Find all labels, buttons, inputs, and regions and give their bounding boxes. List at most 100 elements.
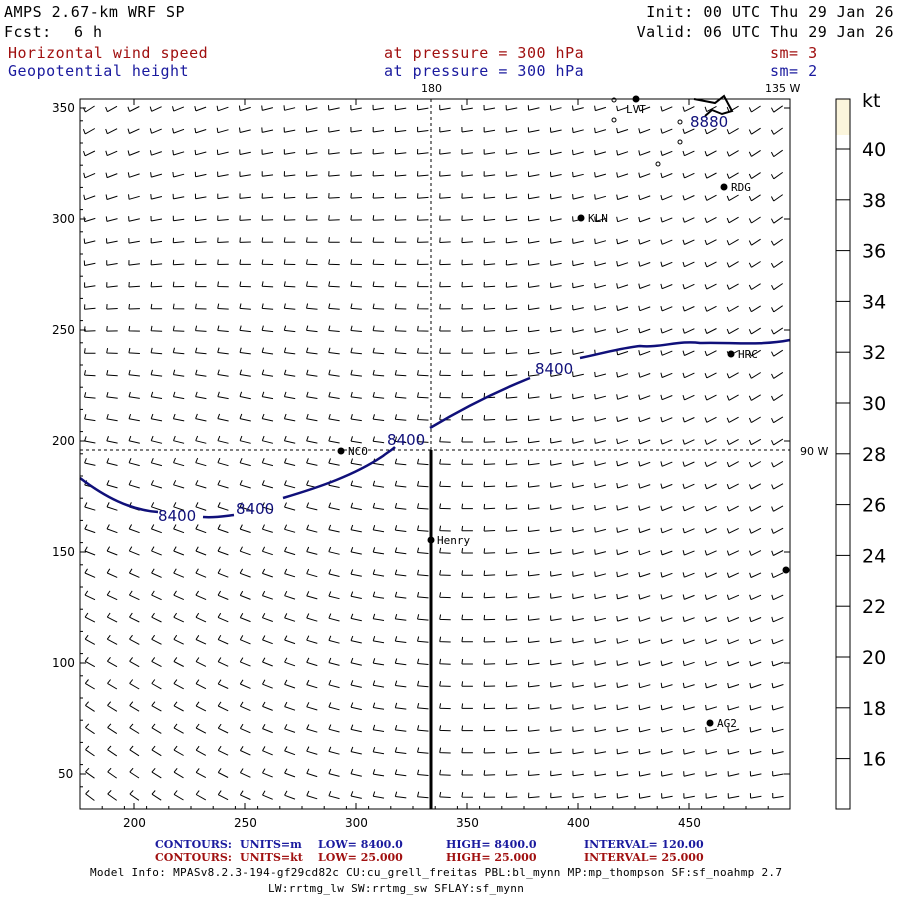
wind-barb [594,726,607,733]
wind-barb [84,679,95,690]
contour-line1-label: CONTOURS: [155,838,232,851]
wind-barb [128,260,140,266]
wind-barb [195,413,207,422]
wind-barb [372,480,385,488]
wind-barb [306,325,318,333]
wind-barb [350,436,362,444]
wind-barb [594,593,607,600]
wind-barb [217,325,229,332]
wind-barb [616,394,629,400]
wind-barb [150,325,163,332]
wind-barb [217,635,229,645]
wind-barb [616,483,629,489]
wind-barb [616,682,629,688]
wind-barb [107,656,118,668]
wind-barb [106,634,118,645]
wind-barb [129,612,140,623]
wind-barb [105,128,118,135]
wind-barb [83,238,96,244]
wind-barb [283,325,296,333]
wind-barb [483,326,496,332]
wind-barb [505,304,518,310]
wind-barb [528,726,540,732]
wind-barb [128,590,140,601]
wind-barb [173,634,184,645]
wind-barb [572,194,584,200]
wind-barb [283,391,296,400]
wind-barb [172,193,185,200]
wind-barb [172,171,185,178]
wind-barb [727,793,740,799]
wind-barb [705,771,718,777]
wind-barb [748,483,762,490]
wind-barb [439,348,451,354]
wind-barb [594,571,607,578]
wind-barb [550,260,562,266]
wind-barb [638,638,651,644]
wind-barb [128,480,140,489]
wind-barb [239,347,251,355]
wind-barb [661,793,673,799]
wind-barb [84,414,96,422]
y-tick-label: 50 [58,767,73,781]
wind-barb [284,701,296,711]
wind-barb [173,701,184,712]
wind-barb [505,282,518,288]
wind-barb [660,572,673,578]
wind-barb [660,106,673,112]
wind-barb [550,238,562,244]
wind-barb [350,148,362,155]
wind-barb [261,215,274,221]
wind-barb [594,660,607,666]
wind-barb [505,237,518,244]
wind-barb [660,461,673,467]
wind-barb [328,635,340,644]
wind-barb [594,238,607,245]
wind-barb [105,194,118,200]
wind-barb [195,679,207,690]
wind-barb [638,128,651,134]
wind-barb [704,416,717,423]
wind-barb [261,281,274,288]
wind-barb [749,727,762,733]
wind-barb [372,325,385,332]
wind-barb [748,105,761,113]
wind-barb [194,171,207,178]
wind-barb [150,369,163,377]
wind-barb [107,767,117,779]
wind-barb [550,282,562,289]
wind-barb [682,283,695,290]
wind-barb [748,394,761,401]
wind-barb [261,193,274,199]
wind-barb [195,237,207,244]
wind-barb [749,705,762,711]
wind-barb [483,592,496,599]
wind-barb [461,747,473,754]
wind-barb [616,726,629,733]
wind-barb [505,681,518,688]
wind-barb [394,369,407,377]
wind-barb [350,791,362,799]
contour-line2-units: UNITS=kt [240,851,303,864]
wind-barb [505,748,518,754]
wind-barb [239,127,251,133]
wind-barb [328,303,340,310]
wind-barb [328,149,340,155]
wind-barb [350,391,362,399]
wind-barb [483,548,496,554]
wind-barb [682,128,695,134]
wind-barb [704,128,717,135]
wind-barb [394,591,407,599]
wind-barb [217,524,229,534]
wind-barb [217,303,229,310]
wind-barb [550,349,562,355]
wind-barb [151,568,162,578]
wind-barb [417,591,429,599]
wind-barb [394,303,407,310]
wind-barb [394,104,407,111]
wind-barb [704,105,717,113]
wind-barb [638,527,651,534]
wind-barb [572,415,584,422]
wind-barb [439,481,451,488]
wind-barb [105,172,118,179]
